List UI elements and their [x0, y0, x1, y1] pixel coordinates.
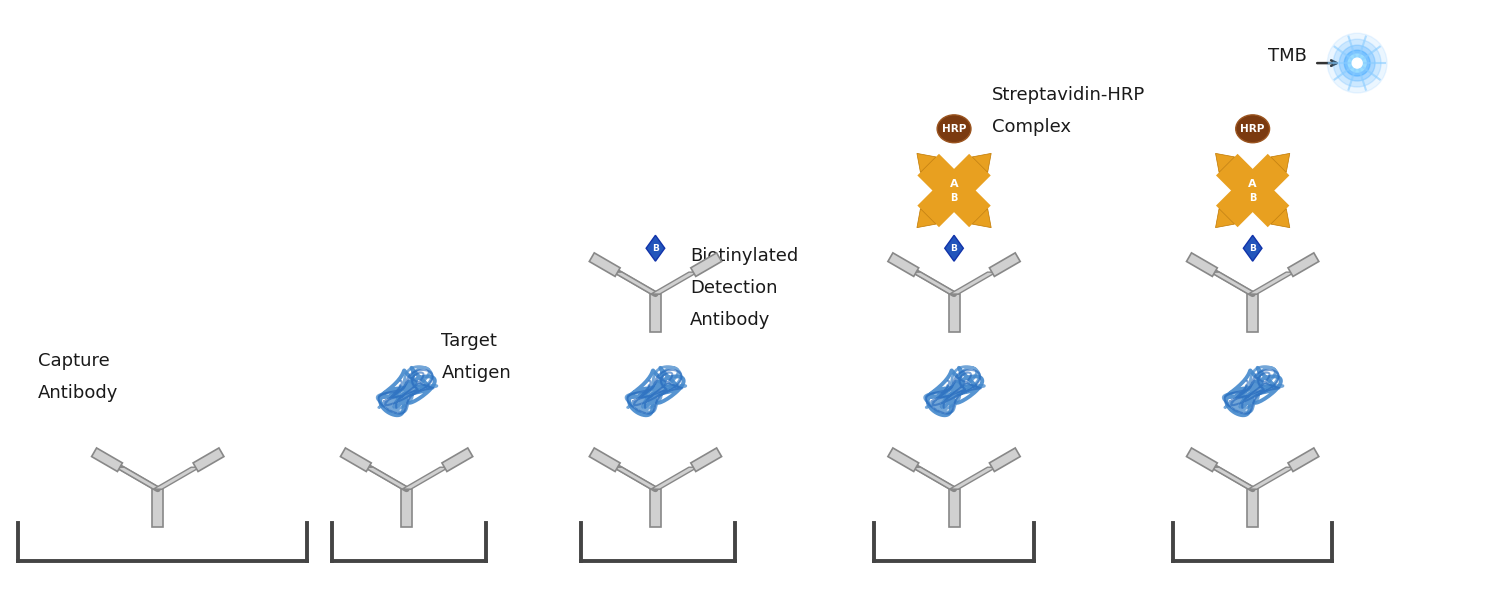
Text: HRP: HRP — [942, 124, 966, 134]
Bar — [650, 489, 662, 527]
Polygon shape — [614, 272, 660, 294]
Polygon shape — [1244, 235, 1262, 261]
Polygon shape — [1248, 272, 1294, 294]
Text: Antibody: Antibody — [39, 383, 119, 401]
Circle shape — [1334, 39, 1382, 87]
Text: Streptavidin-HRP: Streptavidin-HRP — [992, 86, 1144, 104]
Bar — [1246, 489, 1258, 527]
Circle shape — [1328, 33, 1388, 93]
Bar — [948, 294, 960, 332]
Polygon shape — [402, 467, 448, 489]
Text: B: B — [1250, 193, 1257, 203]
Polygon shape — [1288, 448, 1318, 472]
Polygon shape — [614, 467, 660, 489]
Bar — [1246, 294, 1258, 332]
Polygon shape — [1248, 467, 1294, 489]
Polygon shape — [1210, 467, 1257, 489]
Circle shape — [1348, 54, 1366, 72]
Polygon shape — [912, 272, 958, 294]
Polygon shape — [916, 209, 936, 227]
Polygon shape — [1215, 154, 1234, 172]
Polygon shape — [194, 448, 224, 472]
Circle shape — [1352, 58, 1362, 68]
Polygon shape — [950, 467, 996, 489]
Polygon shape — [340, 448, 372, 472]
Ellipse shape — [1236, 115, 1269, 143]
Polygon shape — [92, 448, 123, 472]
Polygon shape — [972, 209, 992, 227]
Polygon shape — [442, 448, 472, 472]
Text: B: B — [652, 244, 658, 253]
Circle shape — [1340, 45, 1376, 81]
Polygon shape — [590, 253, 620, 277]
Text: B: B — [951, 244, 957, 253]
Polygon shape — [1186, 448, 1218, 472]
Polygon shape — [1270, 154, 1290, 172]
Polygon shape — [116, 467, 162, 489]
Polygon shape — [1288, 253, 1318, 277]
Text: Capture: Capture — [39, 352, 110, 370]
Text: B: B — [951, 193, 957, 203]
Text: Target: Target — [441, 332, 498, 350]
Text: B: B — [1250, 244, 1256, 253]
Bar — [153, 489, 164, 527]
Polygon shape — [646, 235, 664, 261]
Polygon shape — [692, 448, 722, 472]
Text: Antibody: Antibody — [690, 311, 771, 329]
Text: A: A — [950, 179, 958, 188]
Text: Complex: Complex — [992, 118, 1071, 136]
Circle shape — [1344, 50, 1370, 76]
Polygon shape — [1270, 209, 1290, 227]
Text: Antigen: Antigen — [441, 364, 512, 382]
Polygon shape — [590, 448, 620, 472]
Text: A: A — [1248, 179, 1257, 188]
Polygon shape — [153, 467, 200, 489]
Text: HRP: HRP — [1240, 124, 1264, 134]
Polygon shape — [651, 272, 698, 294]
Bar — [650, 294, 662, 332]
Polygon shape — [692, 253, 722, 277]
Polygon shape — [945, 235, 963, 261]
Bar — [948, 489, 960, 527]
Polygon shape — [916, 154, 936, 172]
Polygon shape — [364, 467, 411, 489]
Polygon shape — [1210, 272, 1257, 294]
Polygon shape — [990, 448, 1020, 472]
Polygon shape — [1186, 253, 1218, 277]
Ellipse shape — [938, 115, 970, 143]
Polygon shape — [888, 448, 918, 472]
Polygon shape — [912, 467, 958, 489]
Polygon shape — [990, 253, 1020, 277]
Text: TMB: TMB — [1268, 47, 1306, 65]
Polygon shape — [1215, 209, 1234, 227]
Bar — [400, 489, 412, 527]
Text: Detection: Detection — [690, 279, 778, 297]
Polygon shape — [651, 467, 698, 489]
Text: Biotinylated: Biotinylated — [690, 247, 798, 265]
Polygon shape — [972, 154, 992, 172]
Polygon shape — [950, 272, 996, 294]
Polygon shape — [888, 253, 918, 277]
